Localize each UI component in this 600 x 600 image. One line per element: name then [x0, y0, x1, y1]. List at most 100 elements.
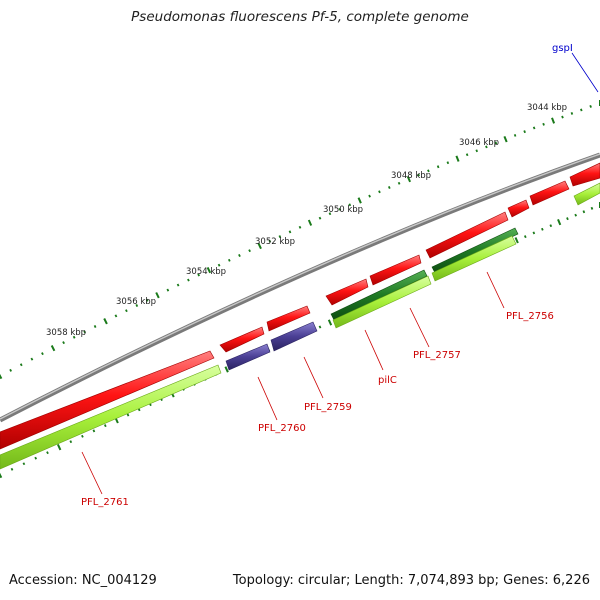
gene-arrow-pilC[interactable] — [325, 278, 369, 306]
gene-label-pfl-2760[interactable]: PFL_2760 — [258, 423, 306, 434]
outer-tick-minor — [328, 212, 332, 216]
outer-tick-minor — [227, 258, 231, 262]
gene-arrow-green-2[interactable] — [431, 227, 519, 274]
gene-label-leaders — [81, 52, 599, 495]
outer-tick-minor — [368, 194, 371, 198]
outer-tick-minor — [19, 363, 23, 367]
gene-arrow-gene-a[interactable] — [507, 199, 530, 218]
outer-tick-minor — [41, 352, 44, 356]
outer-tick-major — [0, 373, 3, 380]
outer-tick-minor — [338, 207, 342, 211]
gene-label-gspI[interactable]: gspI — [552, 43, 573, 54]
inner-tick-minor — [532, 231, 536, 235]
inner-tick-minor — [566, 217, 569, 221]
outer-tick-minor — [427, 169, 430, 173]
inner-tick-minor — [126, 413, 130, 417]
tick-label-3044: 3044 kbp — [527, 103, 567, 113]
gene-arrow-green-1[interactable] — [330, 269, 428, 321]
outer-tick-major — [257, 242, 262, 250]
inner-tick-major — [56, 443, 62, 451]
genome-backbone-highlight — [0, 153, 600, 420]
outer-tick-minor — [135, 304, 139, 307]
cds-block-1[interactable] — [0, 364, 222, 470]
gene-label-pilC[interactable]: pilC — [378, 375, 397, 386]
outer-tick-minor — [494, 141, 498, 145]
gene-label-pfl-2757[interactable]: PFL_2757 — [413, 350, 461, 361]
inner-tick-minor — [590, 206, 594, 210]
outer-tick-minor — [176, 283, 180, 287]
outer-tick-minor — [298, 225, 302, 229]
outer-tick-minor — [62, 341, 65, 345]
inner-tick-minor — [574, 213, 578, 217]
gene-label-pfl-2759[interactable]: PFL_2759 — [304, 402, 352, 413]
outer-tick-ring — [0, 100, 600, 380]
outer-tick-minor — [125, 309, 128, 313]
outer-tick-minor — [436, 165, 440, 169]
tick-label-3050: 3050 kbp — [323, 205, 363, 215]
gene-arrow-pfl-2757[interactable] — [369, 254, 422, 286]
outer-tick-minor — [561, 115, 564, 119]
outer-tick-minor — [589, 104, 592, 108]
outer-tick-minor — [83, 330, 86, 334]
tick-labels: 3044 kbp 3046 kbp 3048 kbp 3050 kbp 3052… — [46, 103, 567, 338]
outer-tick-minor — [72, 335, 76, 339]
outer-tick-minor — [93, 325, 97, 328]
cds-block-4[interactable] — [573, 182, 600, 206]
inner-tick-major — [514, 237, 519, 244]
gene-arrow-gene-c[interactable] — [569, 162, 600, 187]
outer-tick-minor — [238, 253, 241, 258]
tick-label-3048: 3048 kbp — [391, 171, 431, 181]
cds-block-3[interactable] — [431, 235, 517, 282]
cds-block-2[interactable] — [332, 275, 432, 329]
inner-tick-minor — [69, 440, 73, 444]
gene-arrow-pfl-2759[interactable] — [266, 305, 311, 332]
outer-tick-minor — [387, 186, 391, 189]
tick-label-3058: 3058 kbp — [46, 328, 86, 338]
gene-arrow-pfl-2760[interactable] — [219, 326, 265, 353]
reverse-strand-genes — [225, 227, 519, 371]
gene-arrow-pfl-2756[interactable] — [425, 211, 509, 259]
outer-tick-minor — [268, 239, 272, 243]
inner-tick-minor — [549, 224, 553, 228]
gene-label-pfl-2756[interactable]: PFL_2756 — [506, 311, 554, 322]
gene-labels: gspI PFL_2756 PFL_2757 pilC PFL_2759 PFL… — [81, 43, 573, 508]
outer-tick-minor — [417, 173, 420, 177]
outer-tick-minor — [348, 203, 352, 207]
gene-arrow-gene-b[interactable] — [529, 180, 570, 206]
outer-tick-minor — [114, 314, 118, 318]
outer-tick-minor — [475, 149, 479, 153]
inner-tick-minor — [22, 462, 26, 466]
outer-tick-minor — [278, 235, 282, 239]
outer-tick-minor — [580, 108, 583, 112]
genome-summary-text: Topology: circular; Length: 7,074,893 bp… — [232, 573, 590, 588]
inner-tick-minor — [10, 467, 14, 471]
tick-label-3046: 3046 kbp — [459, 138, 499, 148]
tick-label-3052: 3052 kbp — [255, 237, 295, 247]
inner-tick-major — [0, 472, 3, 479]
inner-tick-minor — [46, 451, 49, 455]
outer-tick-minor — [288, 230, 292, 234]
outer-tick-major — [551, 117, 556, 124]
outer-tick-major — [357, 197, 362, 204]
outer-tick-major — [503, 136, 508, 143]
gene-arrow-purple-2[interactable] — [270, 321, 318, 352]
inner-tick-minor — [34, 456, 38, 460]
outer-tick-minor — [542, 122, 545, 126]
outer-tick-major — [50, 345, 56, 352]
leader-gspI — [571, 52, 599, 93]
leader-pilC — [364, 329, 384, 371]
gene-arrow-purple-1[interactable] — [225, 343, 271, 371]
inner-tick-minor — [541, 227, 544, 231]
outer-tick-minor — [30, 357, 34, 361]
leader-pfl-2760 — [257, 376, 278, 421]
gene-arrow-pfl-2761[interactable] — [0, 350, 215, 450]
inner-tick-minor — [92, 429, 96, 433]
outer-tick-minor — [532, 126, 536, 130]
inner-tick-minor — [81, 434, 84, 438]
outer-tick-minor — [248, 249, 251, 253]
gene-label-pfl-2761[interactable]: PFL_2761 — [81, 497, 129, 508]
outer-tick-major — [406, 176, 412, 183]
inner-tick-minor — [523, 235, 527, 239]
outer-tick-major — [103, 318, 108, 325]
outer-tick-minor — [187, 278, 190, 282]
